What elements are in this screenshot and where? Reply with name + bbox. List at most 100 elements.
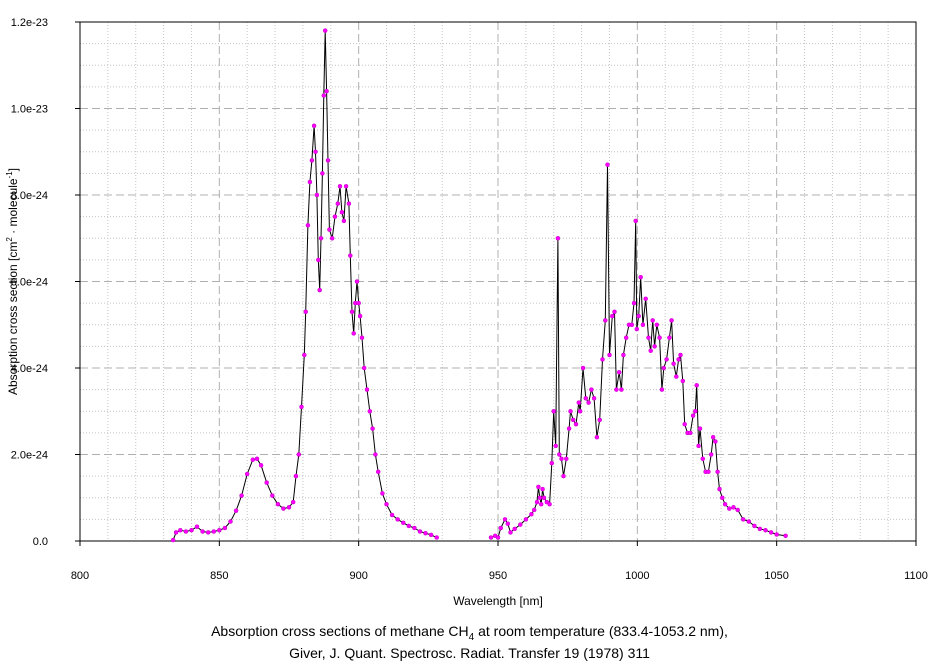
data-point-marker [654, 322, 660, 328]
data-point-marker [428, 532, 434, 538]
data-point-marker [359, 335, 365, 340]
data-point-marker [735, 507, 740, 513]
data-point-marker [694, 383, 699, 388]
data-point-marker [577, 409, 583, 414]
data-point-marker [324, 88, 329, 94]
data-point-marker [332, 214, 338, 219]
data-point-marker [619, 387, 624, 392]
data-point-marker [498, 525, 504, 531]
data-point-marker [170, 537, 176, 543]
data-point-marker [589, 387, 594, 392]
data-point-marker [508, 530, 513, 535]
data-point-marker [720, 495, 725, 501]
x-tick-label: 900 [349, 570, 367, 582]
data-point-marker [664, 357, 669, 362]
data-point-marker [173, 530, 179, 535]
data-point-marker [700, 456, 706, 462]
data-point-marker [488, 535, 494, 540]
data-point-marker [652, 344, 657, 349]
data-point-marker [674, 374, 679, 379]
data-point-marker [534, 499, 540, 505]
data-point-marker [597, 417, 602, 423]
data-point-marker [275, 501, 281, 507]
data-point-marker [327, 227, 332, 232]
data-point-marker [547, 501, 552, 507]
data-point-marker [329, 236, 335, 241]
data-point-marker [538, 501, 544, 507]
data-point-marker [549, 460, 555, 466]
data-point-marker [389, 512, 395, 518]
y-tick-label: 6.0e-24 [11, 277, 48, 289]
data-point-marker [406, 523, 412, 529]
data-point-marker [194, 524, 200, 529]
x-axis-ticks: 800 850 900 950 1000 1050 1100 [71, 541, 928, 582]
data-point-marker [222, 525, 228, 531]
data-point-marker [568, 409, 573, 414]
data-point-marker [307, 179, 313, 185]
y-tick-label: 0.0 [33, 536, 48, 548]
data-point-marker [696, 443, 701, 449]
data-point-marker [423, 530, 428, 536]
data-point-marker [401, 520, 406, 526]
data-point-marker [648, 348, 653, 353]
data-point-marker [320, 171, 325, 176]
data-point-marker [523, 517, 529, 522]
data-point-marker [633, 218, 638, 224]
caption-text-a: Absorption cross sections of methane CH [211, 623, 469, 639]
data-point-marker [740, 517, 746, 522]
data-point-marker [370, 426, 375, 431]
data-point-marker [640, 322, 646, 328]
data-point-marker [727, 506, 732, 511]
data-point-marker [299, 404, 304, 410]
x-tick-label: 950 [489, 570, 507, 582]
data-point-marker [302, 352, 307, 358]
data-point-marker [541, 495, 547, 501]
data-point-marker [311, 123, 317, 129]
series-layer [170, 28, 788, 543]
caption-subscript: 4 [468, 631, 475, 643]
y-axis-title-main: Absorption cross section [cm [6, 242, 20, 395]
y-tick-label: 2.0e-24 [11, 450, 48, 462]
data-point-marker [412, 525, 417, 531]
data-point-marker [706, 469, 711, 475]
data-point-marker [573, 421, 579, 427]
data-point-marker [335, 201, 341, 206]
data-point-marker [343, 184, 349, 189]
data-point-marker [349, 309, 355, 315]
data-point-marker [293, 473, 299, 479]
data-point-marker [395, 517, 400, 522]
data-point-marker [671, 361, 676, 366]
data-point-marker [650, 318, 655, 323]
data-point-marker [667, 335, 672, 340]
x-tick-label: 800 [71, 570, 89, 582]
data-point-marker [710, 434, 716, 440]
data-point-marker [551, 409, 556, 414]
data-point-marker [731, 505, 736, 510]
data-point-marker [623, 335, 629, 340]
data-point-marker [763, 527, 768, 533]
data-point-marker [317, 287, 322, 293]
data-point-marker [657, 335, 662, 340]
data-point-marker [316, 257, 321, 263]
data-point-marker [305, 223, 311, 228]
data-point-marker [373, 452, 378, 457]
data-point-marker [356, 300, 361, 306]
data-point-marker [314, 192, 320, 198]
data-point-marker [531, 507, 537, 513]
data-point-marker [375, 469, 381, 475]
data-point-marker [708, 452, 714, 457]
data-point-marker [189, 527, 194, 533]
spectrum-line [490, 164, 786, 538]
y-axis-title-sup2: -1 [5, 171, 14, 179]
data-point-marker [594, 434, 600, 440]
y-tick-label: 1.2e-23 [11, 17, 48, 29]
data-point-marker [322, 28, 328, 33]
data-point-marker [610, 313, 615, 319]
y-axis-title: Absorption cross section [cm2 · molecule… [5, 168, 20, 395]
data-point-marker [566, 426, 572, 431]
caption-line-1: Absorption cross sections of methane CH4… [0, 623, 939, 643]
data-point-marker [607, 352, 612, 358]
data-point-marker [669, 318, 674, 323]
data-point-marker [337, 184, 343, 189]
